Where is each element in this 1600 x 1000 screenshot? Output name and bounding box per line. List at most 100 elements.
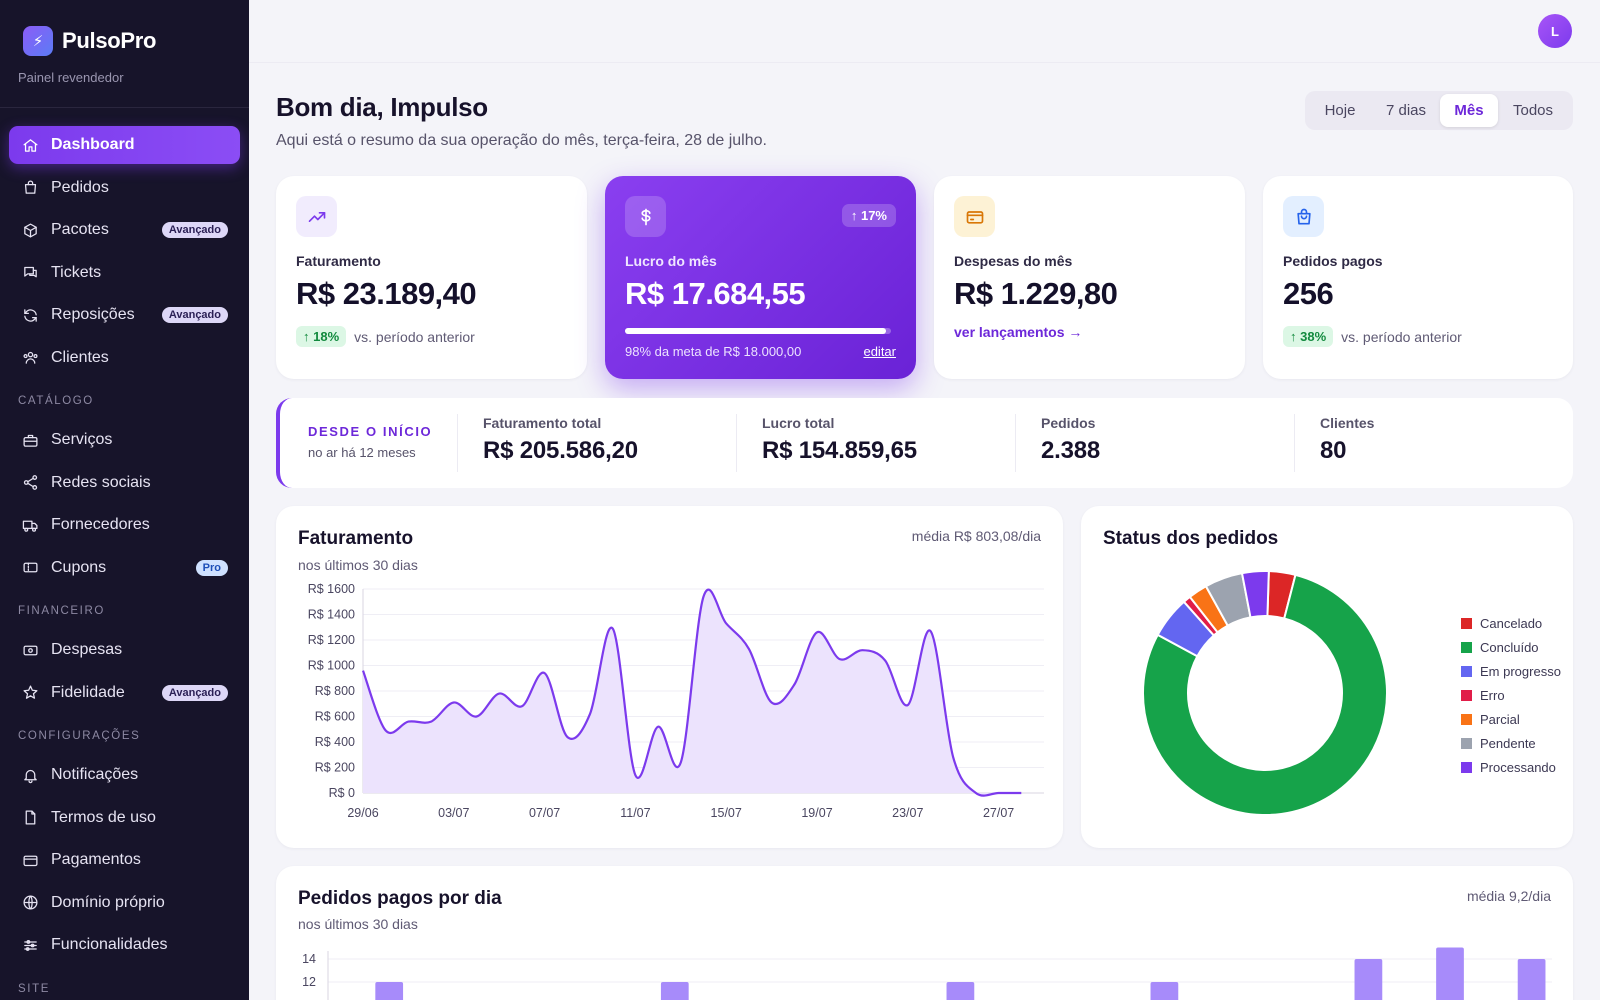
y-tick-label: R$ 0 xyxy=(329,786,355,800)
sidebar-item-pedidos[interactable]: Pedidos xyxy=(9,169,240,207)
sidebar-item-label: Funcionalidades xyxy=(51,936,168,953)
topbar-divider xyxy=(249,62,1600,63)
bar-26/07[interactable] xyxy=(1436,947,1464,1000)
paid-orders-label: Pedidos pagos xyxy=(1283,253,1383,269)
sidebar-item-label: Fornecedores xyxy=(51,516,150,533)
sidebar-item-redes-sociais[interactable]: Redes sociais xyxy=(9,464,240,502)
x-tick-label: 15/07 xyxy=(711,806,742,820)
sidebar-item-label: Notificações xyxy=(51,766,139,783)
y-tick-label: R$ 800 xyxy=(315,684,355,698)
expenses-card: Despesas do mês R$ 1.229,80 ver lançamen… xyxy=(934,176,1245,379)
bar-30/06[interactable] xyxy=(375,982,404,1000)
globe-icon xyxy=(21,894,39,912)
sidebar-item-notificacoes[interactable]: Notificações xyxy=(9,756,240,794)
sidebar-item-funcionalidades[interactable]: Funcionalidades xyxy=(9,926,240,964)
x-tick-label: 19/07 xyxy=(801,806,832,820)
plan-badge: Avançado xyxy=(161,222,228,238)
y-tick-label: R$ 600 xyxy=(315,710,355,724)
plan-badge: Avançado xyxy=(161,684,228,701)
orders-bar-chart: 14 12 xyxy=(302,947,1552,1000)
sidebar-item-clientes[interactable]: Clientes xyxy=(9,339,240,377)
wallet-icon xyxy=(954,196,995,237)
sidebar-item-label: Pagamentos xyxy=(51,851,141,868)
orders-chart-title: Pedidos pagos por dia xyxy=(298,888,502,909)
sidebar-item-label: Pedidos xyxy=(51,178,109,196)
bar-28/07[interactable] xyxy=(1517,959,1546,1000)
paid-orders-card: Pedidos pagos 256 ↑ 38% vs. período ante… xyxy=(1263,176,1573,379)
legend-label: Em progresso xyxy=(1480,663,1561,679)
brand-name: PulsoPro xyxy=(62,28,157,53)
sliders-icon xyxy=(21,936,39,954)
legend-swatch xyxy=(1461,641,1472,653)
y-tick-label: R$ 1600 xyxy=(308,582,355,596)
sidebar-item-fornecedores[interactable]: Fornecedores xyxy=(9,506,240,544)
y-tick-label: R$ 1200 xyxy=(308,633,355,647)
expenses-label: Despesas do mês xyxy=(954,253,1073,269)
revenue-label: Faturamento xyxy=(296,253,381,269)
legend-item[interactable]: Concluído xyxy=(1461,635,1561,659)
period-mes[interactable]: Mês xyxy=(1440,94,1498,127)
sidebar-item-despesas[interactable]: Despesas xyxy=(9,631,240,669)
since-start-subheading: no ar há 12 meses xyxy=(308,445,416,460)
sidebar-item-pacotes[interactable]: Pacotes Avançado xyxy=(9,211,240,249)
truck-icon xyxy=(21,516,39,534)
profit-label: Lucro do mês xyxy=(625,253,717,269)
plan-badge: Pro xyxy=(195,559,228,576)
chat-icon xyxy=(21,264,39,282)
view-entries-link[interactable]: ver lançamentos → xyxy=(954,324,1083,340)
legend-item[interactable]: Processando xyxy=(1461,755,1561,779)
legend-swatch xyxy=(1461,761,1472,773)
paid-orders-delta-badge: ↑ 38% xyxy=(1283,326,1334,347)
shopping-bag-icon xyxy=(1283,196,1324,237)
sidebar-item-cupons[interactable]: Cupons Pro xyxy=(9,549,240,587)
card-icon xyxy=(21,851,39,869)
expenses-value: R$ 1.229,80 xyxy=(954,276,1118,311)
sidebar-item-dominio-proprio[interactable]: Domínio próprio xyxy=(9,884,240,922)
bar-14/07[interactable] xyxy=(946,982,975,1000)
period-hoje[interactable]: Hoje xyxy=(1324,102,1356,119)
goal-progress-fill xyxy=(625,328,886,334)
legend-item[interactable]: Em progresso xyxy=(1461,659,1561,683)
x-tick-label: 23/07 xyxy=(892,806,923,820)
legend-swatch xyxy=(1461,665,1472,677)
legend-label: Concluído xyxy=(1480,639,1539,655)
sidebar-item-tickets[interactable]: Tickets xyxy=(9,254,240,292)
legend-item[interactable]: Pendente xyxy=(1461,731,1561,755)
revenue-delta-note: vs. período anterior xyxy=(354,328,475,345)
sidebar-item-label: Clientes xyxy=(51,348,109,366)
sidebar-item-pagamentos[interactable]: Pagamentos xyxy=(9,841,240,879)
paid-orders-delta: ↑ 38% vs. período anterior xyxy=(1283,326,1462,347)
y-tick-label: R$ 1000 xyxy=(308,659,355,673)
sidebar-section-configuracoes: CONFIGURAÇÕES xyxy=(18,730,141,742)
sidebar-section-financeiro: FINANCEIRO xyxy=(18,605,105,617)
avatar[interactable]: L xyxy=(1538,14,1572,48)
x-tick-label: 03/07 xyxy=(438,806,469,820)
revenue-chart-average: média R$ 803,08/dia xyxy=(911,528,1041,544)
legend-item[interactable]: Erro xyxy=(1461,683,1561,707)
legend-item[interactable]: Cancelado xyxy=(1461,611,1561,635)
edit-goal-link[interactable]: editar xyxy=(863,344,896,359)
period-todos[interactable]: Todos xyxy=(1512,102,1554,119)
plan-badge: Avançado xyxy=(161,307,228,323)
y-tick-label: R$ 1400 xyxy=(308,608,355,622)
sidebar-item-label: Dashboard xyxy=(51,136,135,153)
sidebar-item-reposicoes[interactable]: Reposições Avançado xyxy=(9,296,240,334)
brand[interactable]: ⚡ PulsoPro xyxy=(0,0,249,56)
period-7-dias[interactable]: 7 dias xyxy=(1385,102,1427,119)
revenue-delta: ↑ 18% vs. período anterior xyxy=(296,326,475,347)
bar-07/07[interactable] xyxy=(660,982,689,1000)
donut-slice-processando[interactable] xyxy=(1240,570,1270,619)
star-icon xyxy=(21,684,39,702)
box-icon xyxy=(21,221,39,239)
total-clients-stat: Clientes 80 xyxy=(1294,414,1374,472)
donut-slice-concluido[interactable] xyxy=(1142,573,1388,816)
sidebar-item-termos-de-uso[interactable]: Termos de uso xyxy=(9,799,240,837)
sidebar-item-fidelidade[interactable]: Fidelidade Avançado xyxy=(9,674,240,712)
sidebar-item-dashboard[interactable]: Dashboard xyxy=(9,126,240,164)
sidebar-item-label: Despesas xyxy=(51,641,123,658)
y-tick-label: R$ 400 xyxy=(315,735,355,749)
bar-19/07[interactable] xyxy=(1150,982,1179,1000)
sidebar-item-servicos[interactable]: Serviços xyxy=(9,421,240,459)
legend-item[interactable]: Parcial xyxy=(1461,707,1561,731)
bar-24/07[interactable] xyxy=(1354,959,1383,1000)
